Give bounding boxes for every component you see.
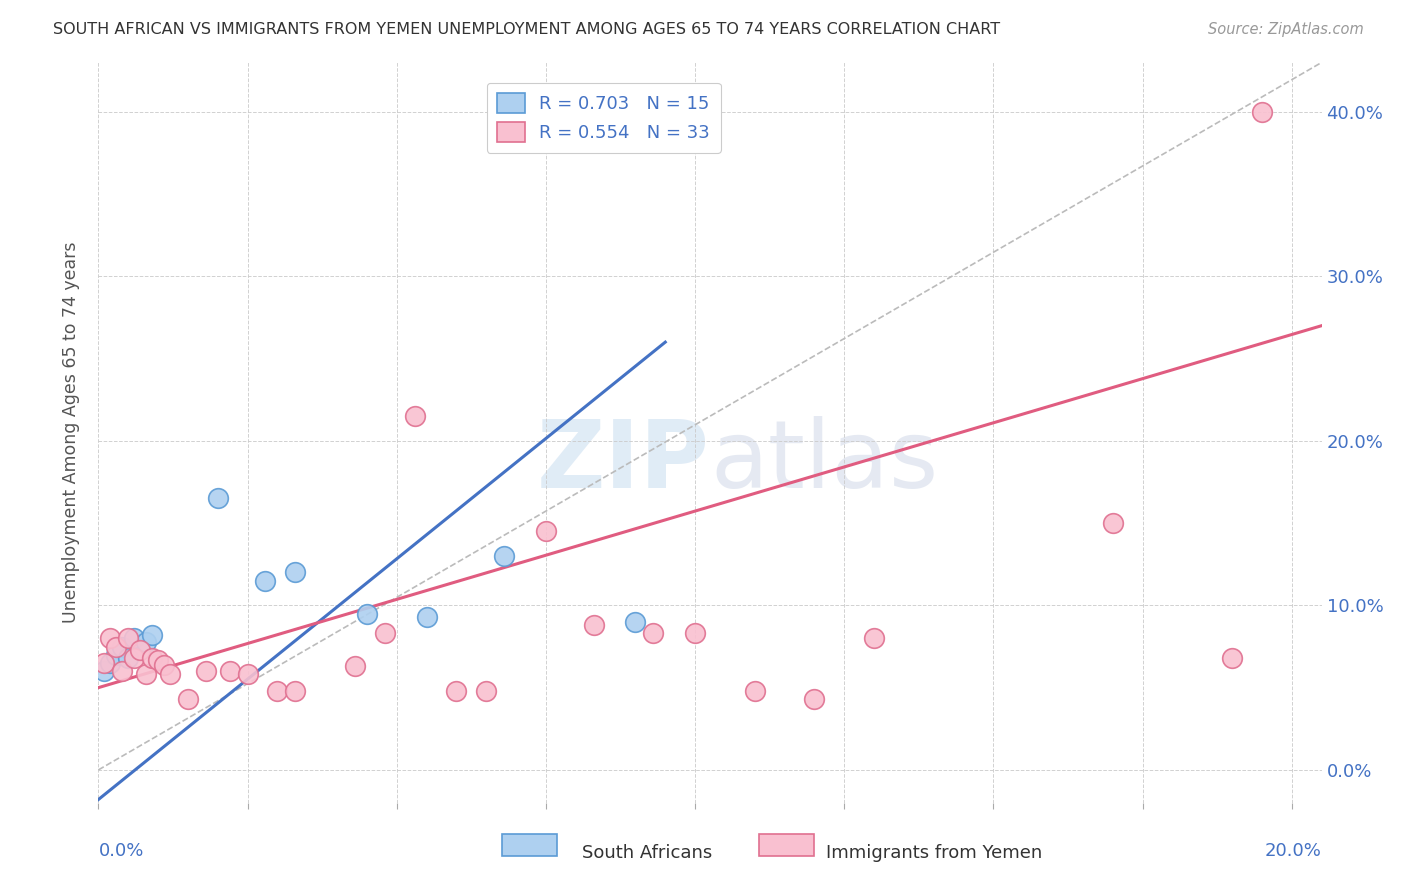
Point (803, 692, 825, 706)
Point (122, 651, 145, 665)
Point (284, 684, 307, 698)
Text: 0.0%: 0.0% (98, 842, 143, 860)
Point (207, 491, 229, 506)
Point (643, 626, 665, 640)
Point (141, 628, 163, 642)
Point (404, 409, 426, 424)
Point (494, 549, 516, 563)
Point (93, 656, 115, 670)
Point (683, 626, 706, 640)
Text: South Africans: South Africans (582, 844, 711, 862)
Point (117, 651, 139, 665)
Text: Source: ZipAtlas.com: Source: ZipAtlas.com (1208, 22, 1364, 37)
Point (129, 642, 152, 657)
Point (284, 566, 307, 580)
Point (1220, 651, 1243, 665)
Legend: R = 0.703   N = 15, R = 0.554   N = 33: R = 0.703 N = 15, R = 0.554 N = 33 (486, 83, 721, 153)
Point (582, 618, 605, 632)
Text: 20.0%: 20.0% (1265, 842, 1322, 860)
Text: atlas: atlas (710, 417, 938, 508)
Point (177, 692, 200, 706)
Point (93, 664, 115, 678)
Text: Immigrants from Yemen: Immigrants from Yemen (827, 844, 1042, 862)
Point (146, 653, 169, 667)
Y-axis label: Unemployment Among Ages 65 to 74 years: Unemployment Among Ages 65 to 74 years (62, 242, 80, 624)
Point (111, 640, 134, 654)
Point (356, 607, 378, 621)
Point (135, 634, 157, 648)
Point (117, 632, 139, 646)
Point (105, 648, 128, 662)
FancyBboxPatch shape (759, 834, 814, 856)
Point (863, 632, 886, 646)
Point (98, 656, 121, 670)
Point (135, 667, 157, 681)
Point (218, 664, 240, 678)
Point (624, 615, 647, 629)
Text: ZIP: ZIP (537, 417, 710, 508)
Point (534, 524, 557, 539)
Point (236, 667, 259, 681)
Point (475, 684, 498, 698)
Point (194, 664, 217, 678)
Point (98, 632, 121, 646)
Point (254, 574, 277, 588)
Point (446, 684, 468, 698)
Point (153, 657, 176, 672)
Point (415, 610, 437, 624)
Point (105, 640, 128, 654)
Point (159, 667, 181, 681)
Point (1251, 104, 1274, 119)
FancyBboxPatch shape (502, 834, 557, 856)
Point (141, 651, 163, 665)
Point (1101, 516, 1123, 530)
Point (744, 684, 766, 698)
Point (343, 659, 366, 673)
Point (111, 664, 134, 678)
Point (374, 626, 396, 640)
Point (266, 684, 288, 698)
Point (122, 632, 145, 646)
Text: SOUTH AFRICAN VS IMMIGRANTS FROM YEMEN UNEMPLOYMENT AMONG AGES 65 TO 74 YEARS CO: SOUTH AFRICAN VS IMMIGRANTS FROM YEMEN U… (53, 22, 1001, 37)
